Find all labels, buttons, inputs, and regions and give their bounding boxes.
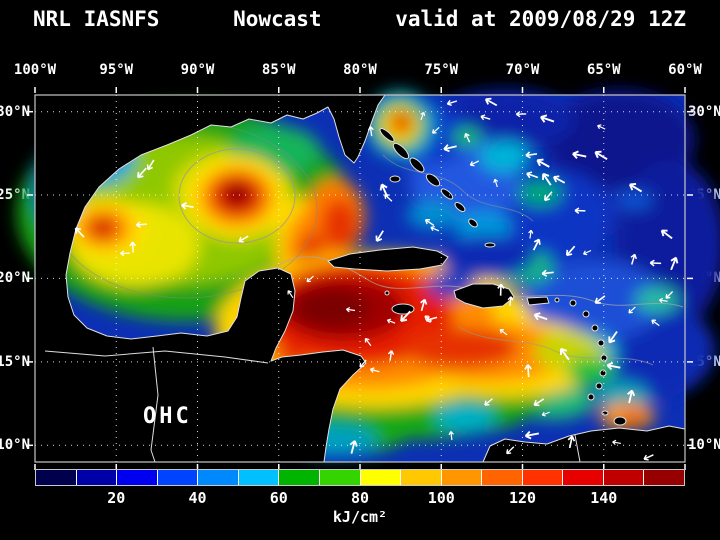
colorbar-segment xyxy=(36,470,76,485)
plot-title: NRL IASNFS Nowcast valid at 2009/08/29 1… xyxy=(33,7,686,31)
colorbar-segment xyxy=(401,470,441,485)
colorbar xyxy=(35,469,685,486)
lat-tick-label: 20°N xyxy=(0,270,30,287)
lon-tick-label: 90°W xyxy=(180,62,215,78)
longitude-axis: 100°W 95°W 90°W 85°W 80°W 75°W 70°W 65°W 60°W xyxy=(14,58,702,78)
colorbar-tick-label: 100 xyxy=(427,489,455,507)
colorbar-tick-label: 120 xyxy=(508,489,537,507)
colorbar-segment xyxy=(603,470,644,485)
lon-tick-label: 85°W xyxy=(261,62,296,78)
lon-tick-label: 95°W xyxy=(99,62,134,78)
colorbar-segment xyxy=(238,470,279,485)
lat-tick-label: 15°N xyxy=(0,353,30,370)
lat-tick-label: 10°N xyxy=(0,437,30,454)
lat-tick-label: 30°N xyxy=(0,103,30,120)
lat-tick-label: 30°N xyxy=(688,103,720,120)
colorbar-segment xyxy=(76,470,117,485)
ohc-label: OHC xyxy=(143,404,192,429)
hispaniola-landmass xyxy=(453,283,515,309)
lon-tick-label: 80°W xyxy=(343,62,377,78)
lat-tick-label: 10°N xyxy=(688,437,720,454)
cuba-landmass xyxy=(327,246,449,272)
lon-tick-label: 60°W xyxy=(668,62,702,78)
country-borders xyxy=(44,346,581,463)
lon-tick-label: 100°W xyxy=(13,62,57,78)
colorbar-segment xyxy=(360,470,401,485)
colorbar-segment xyxy=(482,470,522,485)
colorbar-unit-label: kJ/cm² xyxy=(332,508,388,526)
lon-tick-label: 65°W xyxy=(586,62,621,78)
bahamas-islands xyxy=(379,128,496,248)
title-valid-time: valid at 2009/08/29 12Z xyxy=(395,7,686,31)
puerto-rico-landmass xyxy=(526,296,550,306)
colorbar-tick-label: 40 xyxy=(188,489,207,507)
colorbar-tick-labels: 20 40 60 80 100 120 140 xyxy=(35,489,685,507)
grid-layer xyxy=(35,95,685,462)
colorbar-segment xyxy=(644,470,684,485)
ohc-map-canvas xyxy=(17,87,720,470)
colorbar-segment xyxy=(563,470,603,485)
title-model-name: NRL IASNFS xyxy=(33,7,160,31)
trinidad-island xyxy=(613,416,627,426)
cayman-island xyxy=(384,290,390,296)
colorbar-segment xyxy=(279,470,319,485)
title-product-type: Nowcast xyxy=(233,7,322,31)
axis-ticks-layer xyxy=(27,87,693,470)
lon-tick-label: 75°W xyxy=(424,62,459,78)
colorbar-tick-label: 20 xyxy=(107,489,126,507)
colorbar-tick-label: 80 xyxy=(350,489,370,507)
lon-tick-label: 70°W xyxy=(505,62,540,78)
colorbar-tick-label: 140 xyxy=(590,489,618,507)
map-frame xyxy=(34,94,686,463)
colorbar-segment xyxy=(522,470,563,485)
colorbar-segment xyxy=(157,470,198,485)
colorbar-tick-label: 60 xyxy=(269,489,288,507)
colorbar-segment xyxy=(198,470,238,485)
land-layer xyxy=(34,94,686,463)
colorbar-segment xyxy=(319,470,360,485)
colorbar-segment xyxy=(441,470,482,485)
north-central-america-landmass xyxy=(34,94,386,463)
colorbar-segment xyxy=(117,470,157,485)
jamaica-landmass xyxy=(391,303,415,315)
lesser-antilles-islands xyxy=(554,297,608,401)
